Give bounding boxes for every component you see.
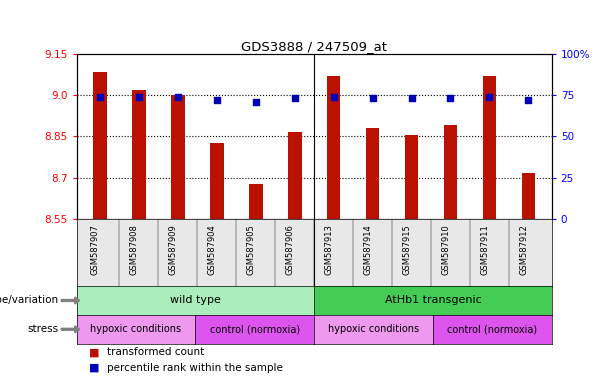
- Bar: [288, 132, 302, 219]
- Title: GDS3888 / 247509_at: GDS3888 / 247509_at: [241, 40, 387, 53]
- Text: GSM587909: GSM587909: [169, 224, 178, 275]
- Text: GSM587904: GSM587904: [208, 224, 217, 275]
- Text: GSM587914: GSM587914: [364, 224, 373, 275]
- Bar: [482, 76, 496, 219]
- Text: GSM587910: GSM587910: [441, 224, 451, 275]
- Bar: [93, 72, 107, 219]
- Text: GSM587912: GSM587912: [519, 224, 528, 275]
- Point: [95, 94, 105, 100]
- Text: GSM587911: GSM587911: [481, 224, 489, 275]
- Text: hypoxic conditions: hypoxic conditions: [328, 324, 419, 334]
- Point: [251, 99, 261, 105]
- Bar: [327, 76, 340, 219]
- Text: GSM587905: GSM587905: [247, 224, 256, 275]
- Point: [212, 97, 222, 103]
- Text: AtHb1 transgenic: AtHb1 transgenic: [384, 295, 481, 306]
- Text: genotype/variation: genotype/variation: [0, 295, 58, 306]
- Text: control (normoxia): control (normoxia): [210, 324, 300, 334]
- Text: GSM587907: GSM587907: [91, 224, 100, 275]
- Text: ■: ■: [89, 347, 99, 358]
- Point: [368, 95, 378, 101]
- Text: wild type: wild type: [170, 295, 221, 306]
- Text: GSM587908: GSM587908: [130, 224, 139, 275]
- Point: [524, 97, 533, 103]
- Bar: [132, 89, 146, 219]
- Point: [290, 95, 300, 101]
- Bar: [171, 95, 185, 219]
- Text: hypoxic conditions: hypoxic conditions: [91, 324, 181, 334]
- Bar: [444, 125, 457, 219]
- Text: ■: ■: [89, 362, 99, 373]
- Text: GSM587913: GSM587913: [325, 224, 333, 275]
- Bar: [210, 143, 224, 219]
- Text: GSM587906: GSM587906: [286, 224, 295, 275]
- Text: percentile rank within the sample: percentile rank within the sample: [107, 362, 283, 373]
- Text: transformed count: transformed count: [107, 347, 205, 358]
- Point: [173, 94, 183, 100]
- Point: [406, 95, 416, 101]
- Point: [329, 94, 338, 100]
- Text: control (normoxia): control (normoxia): [447, 324, 538, 334]
- Point: [134, 94, 144, 100]
- Bar: [366, 128, 379, 219]
- Bar: [522, 174, 535, 219]
- Bar: [405, 135, 418, 219]
- Point: [446, 95, 455, 101]
- Point: [484, 94, 494, 100]
- Text: GSM587915: GSM587915: [403, 224, 411, 275]
- Bar: [249, 184, 262, 219]
- Text: stress: stress: [27, 324, 58, 334]
